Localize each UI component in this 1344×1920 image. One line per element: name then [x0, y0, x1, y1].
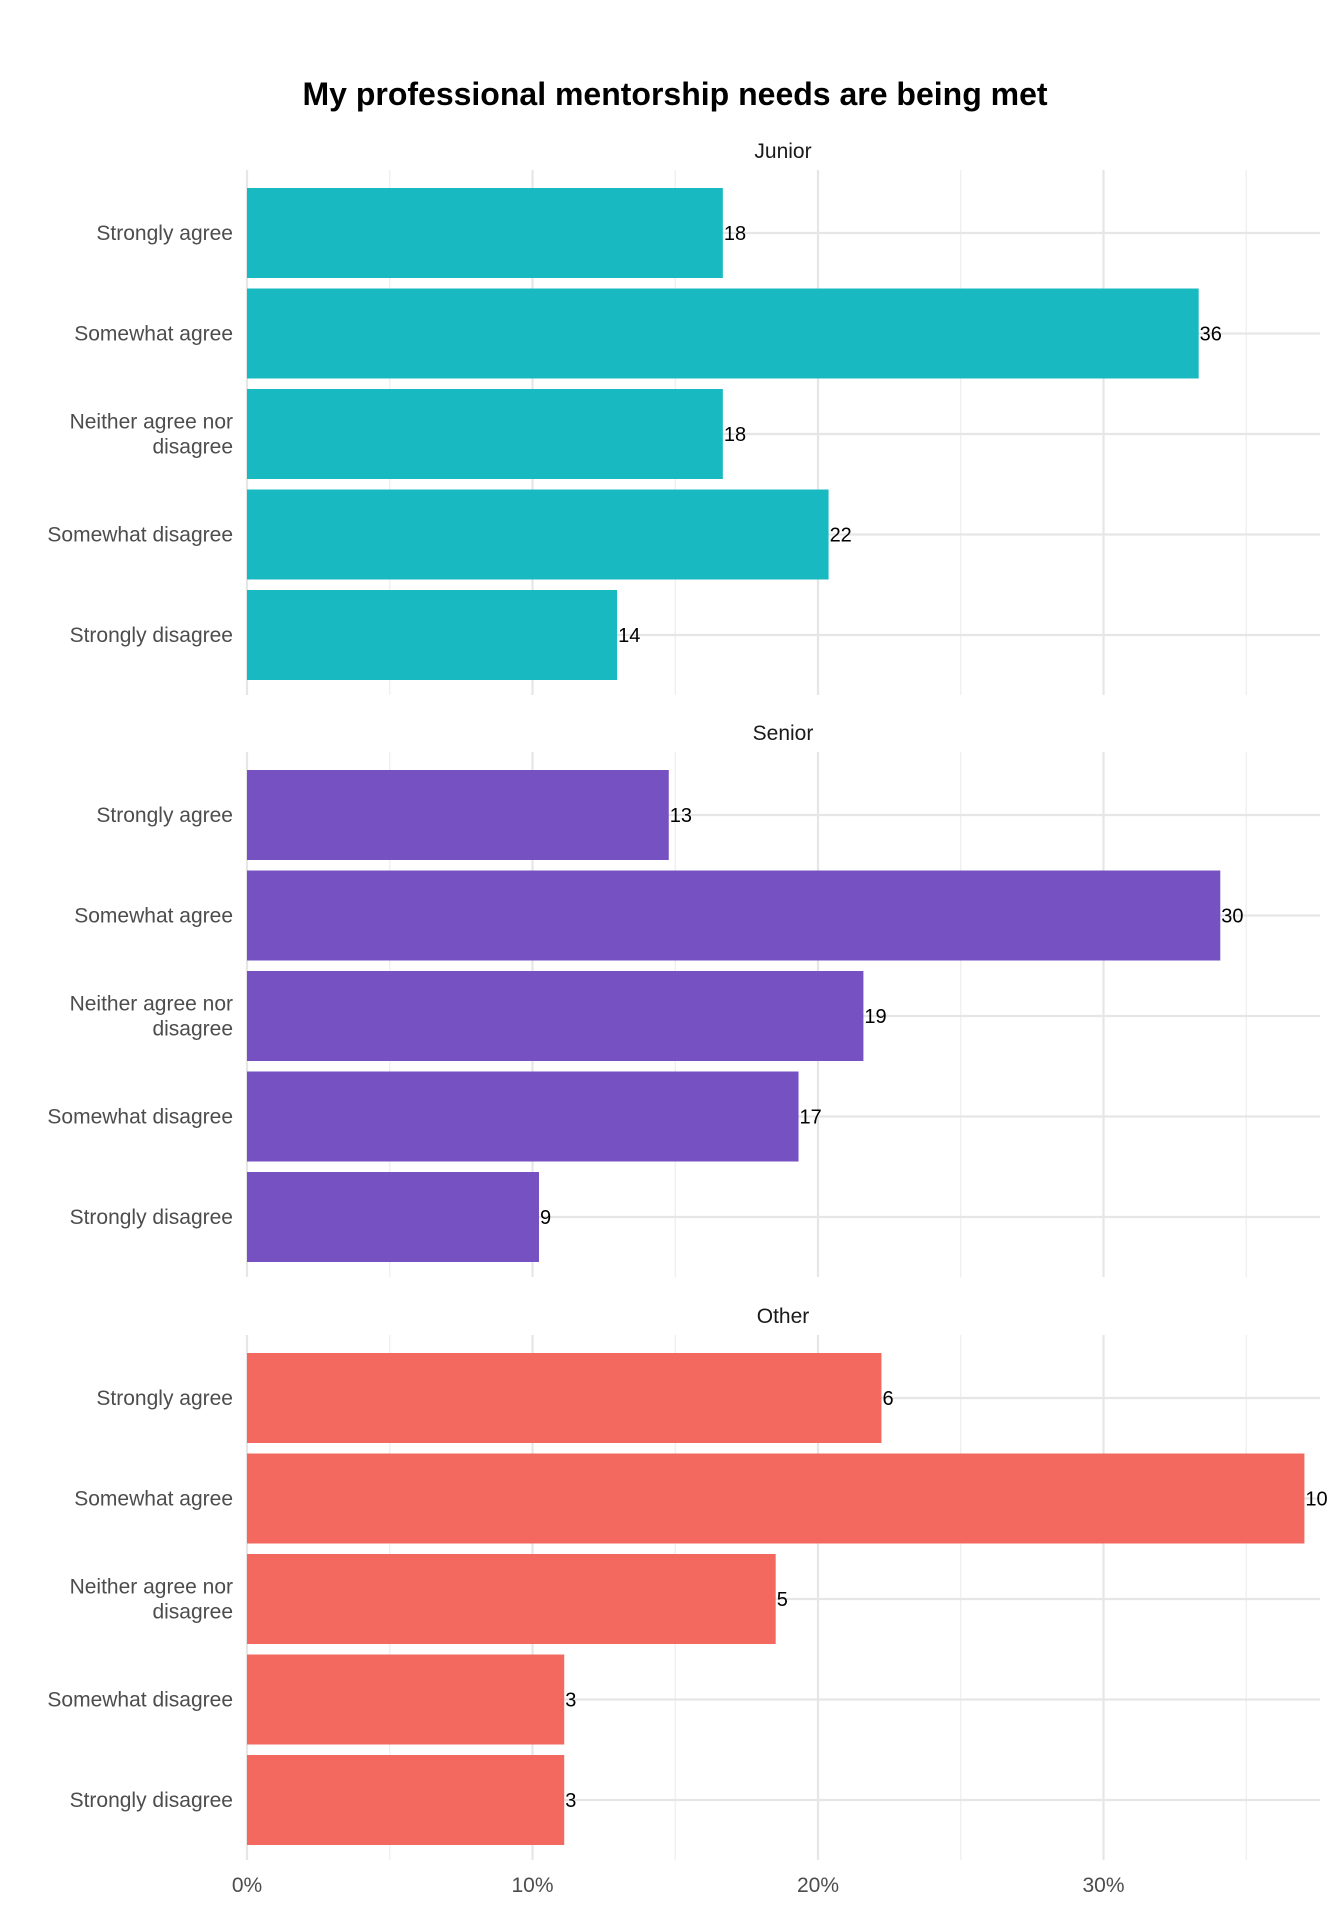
bar — [247, 971, 864, 1061]
y-tick-label: Neither agree nor disagree — [70, 993, 233, 1041]
data-label: 10 — [1305, 1489, 1327, 1511]
bar — [247, 1554, 776, 1644]
y-tick-label: Strongly disagree — [70, 624, 233, 647]
bar — [247, 1453, 1305, 1544]
y-tick-label: Strongly agree — [96, 1387, 233, 1410]
x-axis: 0% 10% 20% 30% — [232, 1874, 1125, 1897]
y-tick-label: Neither agree nor disagree — [70, 1576, 233, 1624]
data-label: 3 — [565, 1790, 576, 1812]
bar — [247, 389, 723, 479]
bar — [247, 1353, 882, 1443]
y-tick-label: Neither agree nor disagree — [70, 411, 233, 459]
y-tick-label: Strongly disagree — [70, 1206, 233, 1229]
x-tick-label: 10% — [511, 1874, 553, 1897]
y-tick-label: Somewhat disagree — [47, 1106, 233, 1129]
bar — [247, 770, 669, 860]
bar — [247, 1755, 565, 1845]
facet-panel-senior: Senior 13 Strongly agree 30 Somewhat agree 19… — [47, 722, 1320, 1277]
chart-title: My professional mentorship needs are bei… — [302, 76, 1047, 112]
x-tick-label: 20% — [797, 1874, 839, 1897]
data-label: 3 — [565, 1690, 576, 1712]
data-label: 18 — [724, 424, 746, 446]
y-tick-label: Somewhat disagree — [47, 1689, 233, 1712]
facet-panel-junior: Junior 18 Strongly agree 36 Somewhat agree 18… — [47, 140, 1320, 695]
facet-strip-label: Junior — [754, 140, 811, 163]
data-label: 17 — [800, 1107, 822, 1129]
data-label: 22 — [830, 525, 852, 547]
data-label: 13 — [670, 805, 692, 827]
y-tick-label: Strongly disagree — [70, 1789, 233, 1812]
y-tick-label: Somewhat agree — [74, 1488, 233, 1511]
bar — [247, 489, 829, 580]
data-label: 30 — [1221, 906, 1243, 928]
bar — [247, 590, 618, 680]
bar — [247, 870, 1221, 961]
bar — [247, 188, 723, 278]
bar — [247, 1654, 565, 1745]
data-label: 14 — [618, 625, 640, 647]
y-tick-label: Somewhat agree — [74, 323, 233, 346]
y-tick-label: Strongly agree — [96, 804, 233, 827]
bar — [247, 288, 1199, 379]
data-label: 18 — [724, 223, 746, 245]
facet-panel-other: Other 6 Strongly agree 10 Somewhat agree 5 Nei… — [47, 1305, 1328, 1860]
data-label: 9 — [540, 1207, 551, 1229]
data-label: 19 — [864, 1006, 886, 1028]
data-label: 36 — [1200, 324, 1222, 346]
x-tick-label: 30% — [1082, 1874, 1124, 1897]
y-tick-label: Somewhat agree — [74, 905, 233, 928]
y-tick-label: Strongly agree — [96, 222, 233, 245]
x-tick-label: 0% — [232, 1874, 262, 1897]
data-label: 6 — [882, 1388, 893, 1410]
y-tick-label: Somewhat disagree — [47, 524, 233, 547]
data-label: 5 — [777, 1589, 788, 1611]
bar — [247, 1172, 539, 1262]
bar — [247, 1071, 799, 1162]
facet-strip-label: Other — [757, 1305, 810, 1328]
facet-strip-label: Senior — [753, 722, 814, 745]
